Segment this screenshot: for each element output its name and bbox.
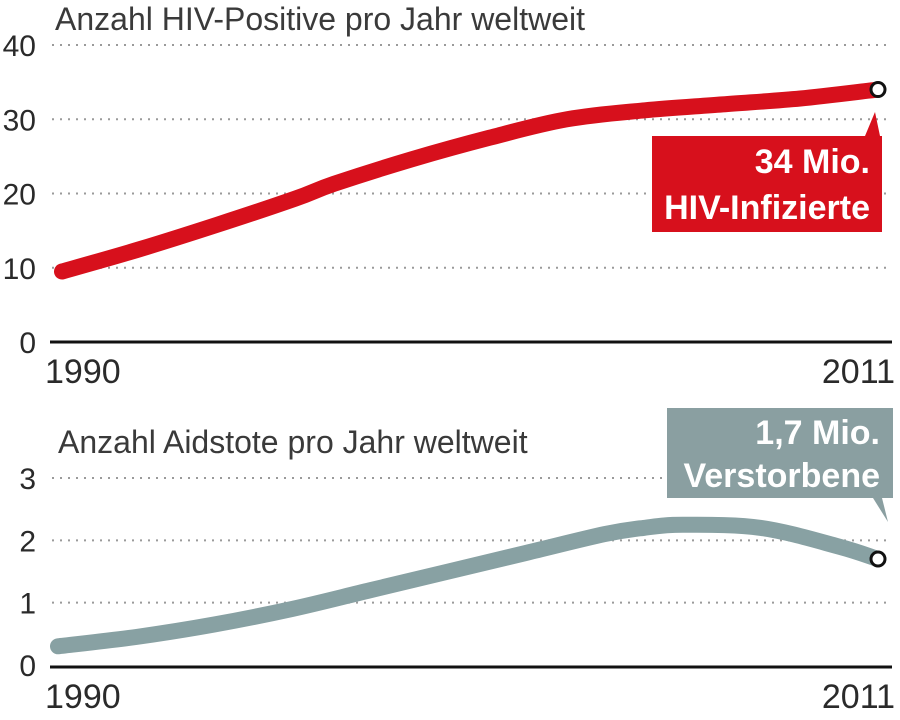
aids-callout-label: Verstorbene	[683, 457, 880, 495]
hiv-endpoint-marker	[869, 81, 887, 99]
hiv-y-tick-label: 30	[3, 104, 36, 137]
hiv-callout: 34 Mio. HIV-Infizierte	[652, 112, 882, 232]
aids-deaths-panel: Anzahl Aidstote pro Jahr weltweit 0 1 2 3 1…	[19, 408, 895, 716]
hiv-series-line	[54, 81, 886, 280]
hiv-chart-title: Anzahl HIV-Positive pro Jahr weltweit	[55, 1, 585, 37]
hiv-y-tick-label: 0	[19, 327, 36, 360]
aids-chart-title: Anzahl Aidstote pro Jahr weltweit	[58, 424, 528, 460]
hiv-x-tick-end: 2011	[822, 353, 895, 391]
hiv-positive-panel: Anzahl HIV-Positive pro Jahr weltweit 01…	[3, 1, 895, 391]
aids-callout-value: 1,7 Mio.	[755, 414, 880, 452]
aids-y-tick-labels: 0 1 2 3	[19, 463, 36, 683]
hiv-y-tick-label: 10	[3, 253, 36, 286]
aids-callout: 1,7 Mio. Verstorbene	[667, 408, 893, 522]
aids-y-tick-label: 2	[19, 525, 36, 558]
hiv-y-tick-label: 20	[3, 179, 36, 212]
aids-y-tick-label: 0	[19, 650, 36, 683]
hiv-x-tick-start: 1990	[45, 353, 121, 391]
hiv-y-tick-label: 40	[3, 30, 36, 63]
aids-x-tick-end: 2011	[822, 678, 895, 716]
aids-series-line	[50, 516, 886, 655]
aids-callout-box	[667, 408, 893, 522]
aids-y-tick-label: 1	[19, 588, 36, 621]
hiv-y-tick-labels: 0 10 20 30 40	[3, 30, 36, 360]
hiv-callout-label: HIV-Infizierte	[664, 189, 870, 227]
aids-x-tick-start: 1990	[45, 678, 121, 716]
aids-endpoint-marker	[869, 550, 887, 568]
aids-y-tick-label: 3	[19, 463, 36, 496]
hiv-callout-box	[652, 112, 882, 232]
hiv-callout-value: 34 Mio.	[755, 143, 870, 181]
